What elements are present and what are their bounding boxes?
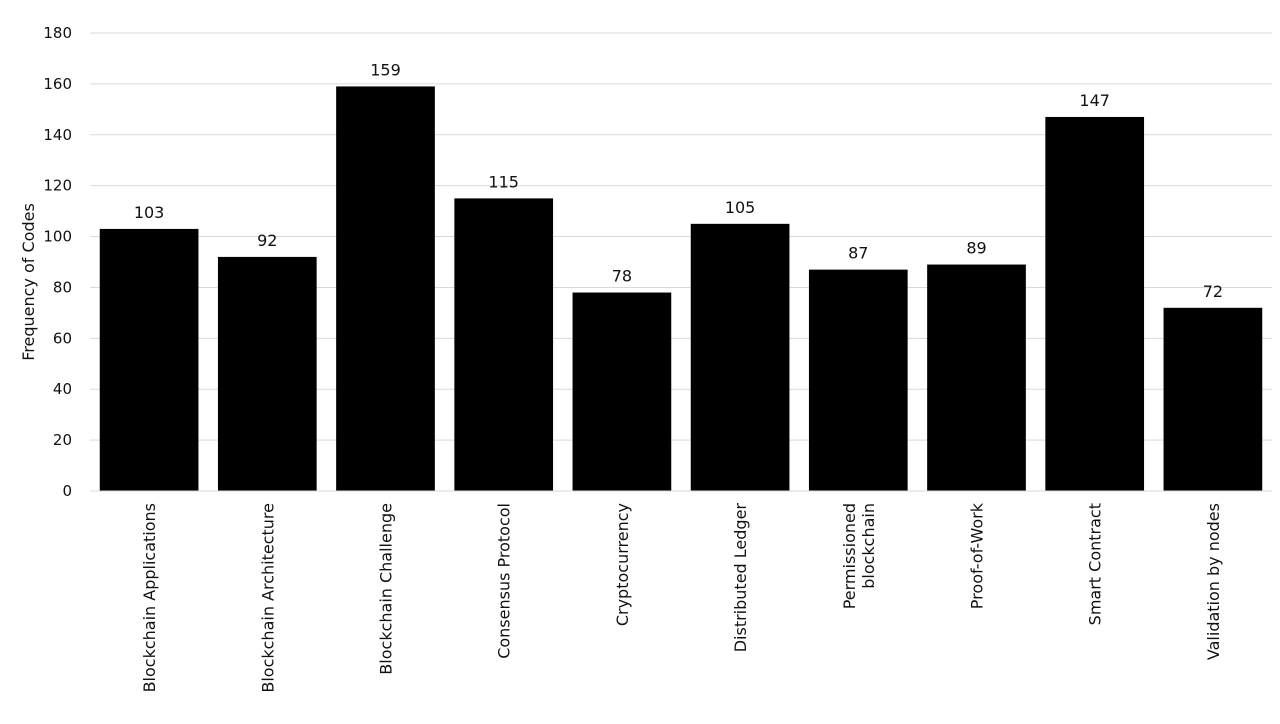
y-tick-label: 60	[53, 329, 72, 347]
bar-value-label: 103	[134, 203, 165, 222]
bar	[808, 269, 908, 491]
x-tick-label: Validation by nodes	[1204, 503, 1223, 660]
bar-value-label: 159	[370, 60, 401, 79]
bar	[217, 256, 317, 491]
y-tick-label: 120	[43, 177, 72, 195]
bar	[336, 86, 435, 491]
y-tick-label: 160	[43, 75, 72, 93]
x-axis-ticks: Blockchain Applications Blockchain Archit…	[140, 502, 1223, 692]
x-tick-label: Consensus Protocol	[495, 503, 514, 659]
bar	[927, 264, 1026, 491]
x-tick-label: Cryptocurrency	[613, 503, 632, 626]
bars	[99, 86, 1263, 492]
x-tick-label: Blockchain Applications	[140, 503, 159, 692]
data-labels: 103 92 159 115 78 105 87 89 147 72	[134, 60, 1223, 300]
y-tick-label: 100	[43, 228, 72, 246]
x-tick-label: Blockchain Challenge	[377, 503, 396, 675]
y-tick-label: 140	[43, 126, 72, 144]
bar	[99, 228, 199, 491]
y-tick-label: 80	[53, 278, 72, 296]
bar-value-label: 89	[966, 239, 986, 258]
x-tick-label: Permissionedblockchain	[840, 503, 878, 609]
bar	[454, 198, 554, 491]
bar-value-label: 87	[848, 244, 868, 263]
y-tick-label: 0	[62, 482, 72, 500]
y-tick-label: 20	[53, 431, 72, 449]
y-axis-label: Frequency of Codes	[19, 203, 38, 361]
bar	[1045, 116, 1145, 491]
bar-value-label: 147	[1079, 91, 1110, 110]
y-tick-label: 180	[43, 24, 72, 42]
bar	[572, 292, 672, 491]
x-tick-label: Proof-of-Work	[968, 502, 987, 609]
y-tick-label: 40	[53, 380, 72, 398]
bar-value-label: 105	[725, 198, 756, 217]
bar-value-label: 78	[612, 267, 632, 286]
bar-value-label: 72	[1203, 282, 1223, 301]
bar	[690, 223, 790, 492]
y-axis-ticks: 0 20 40 60 80 100 120 140 160 180	[43, 24, 72, 500]
bar-value-label: 92	[257, 231, 277, 250]
x-tick-label: Distributed Ledger	[731, 503, 750, 653]
x-tick-label: Smart Contract	[1086, 503, 1105, 625]
x-tick-label: Blockchain Architecture	[258, 503, 277, 693]
bar	[1163, 307, 1263, 491]
bar-value-label: 115	[488, 172, 519, 191]
